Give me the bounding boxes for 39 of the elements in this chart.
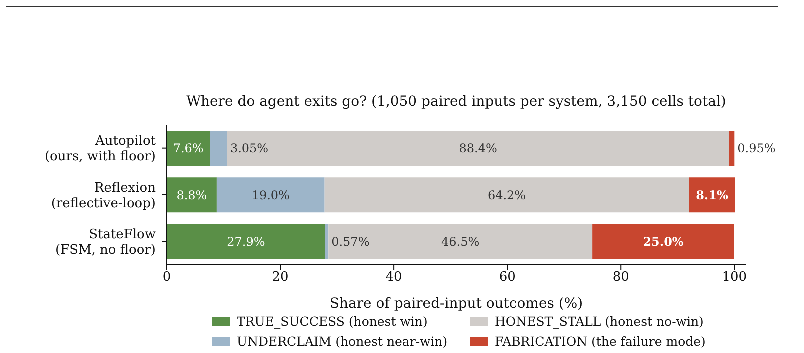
data-label: 88.4%	[459, 142, 498, 156]
x-tick-label: 0	[162, 270, 172, 286]
legend-label: TRUE_SUCCESS (honest win)	[237, 314, 428, 329]
legend-label: HONEST_STALL (honest no-win)	[495, 314, 704, 329]
data-label: 0.95%	[738, 142, 776, 156]
bar	[210, 131, 228, 166]
bar	[328, 224, 593, 260]
x-tick-label: 100	[722, 270, 748, 286]
x-tick-label: 60	[499, 270, 516, 286]
data-label: 64.2%	[488, 188, 526, 202]
y-tick-label: Autopilot (ours, with floor)	[44, 134, 157, 165]
bar	[167, 224, 326, 260]
legend-label: UNDERCLAIM (honest near-win)	[237, 334, 448, 349]
data-label: 46.5%	[442, 235, 480, 250]
data-label: 8.8%	[176, 188, 208, 202]
data-label: 0.57%	[332, 235, 370, 250]
bar	[167, 131, 210, 166]
data-label: 27.9%	[227, 235, 266, 250]
data-label: 3.05%	[230, 142, 269, 156]
data-label: 8.1%	[696, 188, 729, 202]
x-axis-title: Share of paired-input outcomes (%)	[330, 296, 584, 312]
y-tick-label: Reflexion (reflective-loop)	[51, 180, 157, 212]
bar	[729, 131, 735, 166]
bar	[227, 131, 730, 166]
chart-title: Where do agent exits go? (1,050 paired inputs per system, 3,150 cells total)	[186, 94, 728, 110]
data-label: 7.6%	[173, 142, 204, 156]
data-label: 19.0%	[252, 188, 290, 202]
x-tick-label: 20	[272, 270, 289, 286]
x-tick-label: 40	[386, 270, 402, 286]
y-tick-label: StateFlow (FSM, no floor)	[55, 227, 156, 258]
x-tick-label: 80	[612, 270, 630, 286]
bar	[324, 178, 690, 213]
bar	[689, 178, 736, 213]
bar	[325, 224, 329, 260]
data-label: 25.0%	[643, 235, 684, 250]
bar	[167, 178, 217, 213]
bar	[216, 178, 325, 213]
legend-label: FABRICATION (the failure mode)	[495, 334, 706, 349]
bar	[592, 224, 734, 260]
